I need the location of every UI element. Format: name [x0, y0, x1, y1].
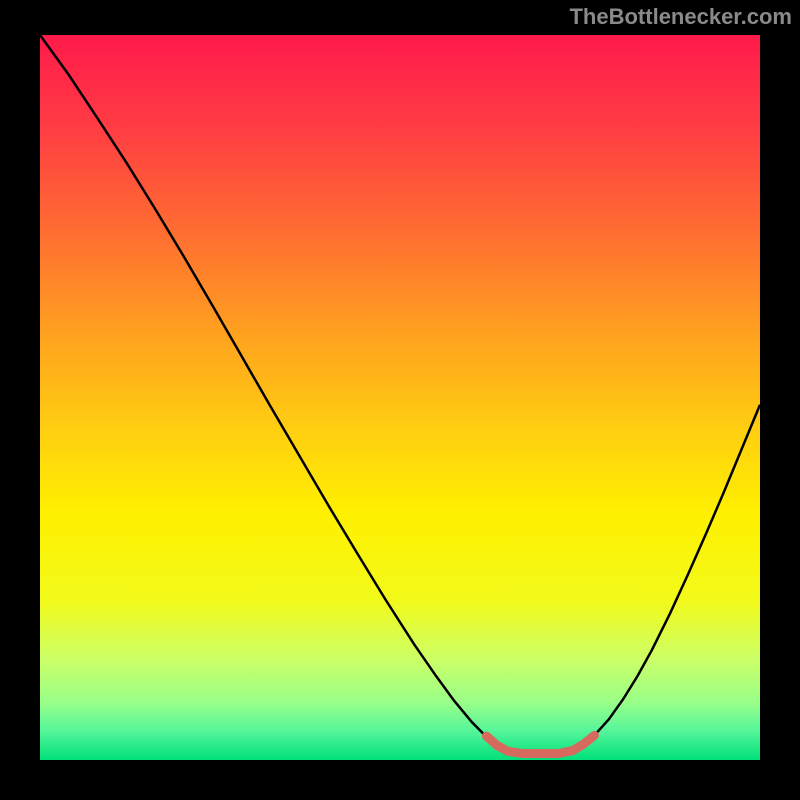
bottleneck-chart — [0, 0, 800, 800]
chart-container: TheBottlenecker.com — [0, 0, 800, 800]
watermark-text: TheBottlenecker.com — [569, 4, 792, 30]
